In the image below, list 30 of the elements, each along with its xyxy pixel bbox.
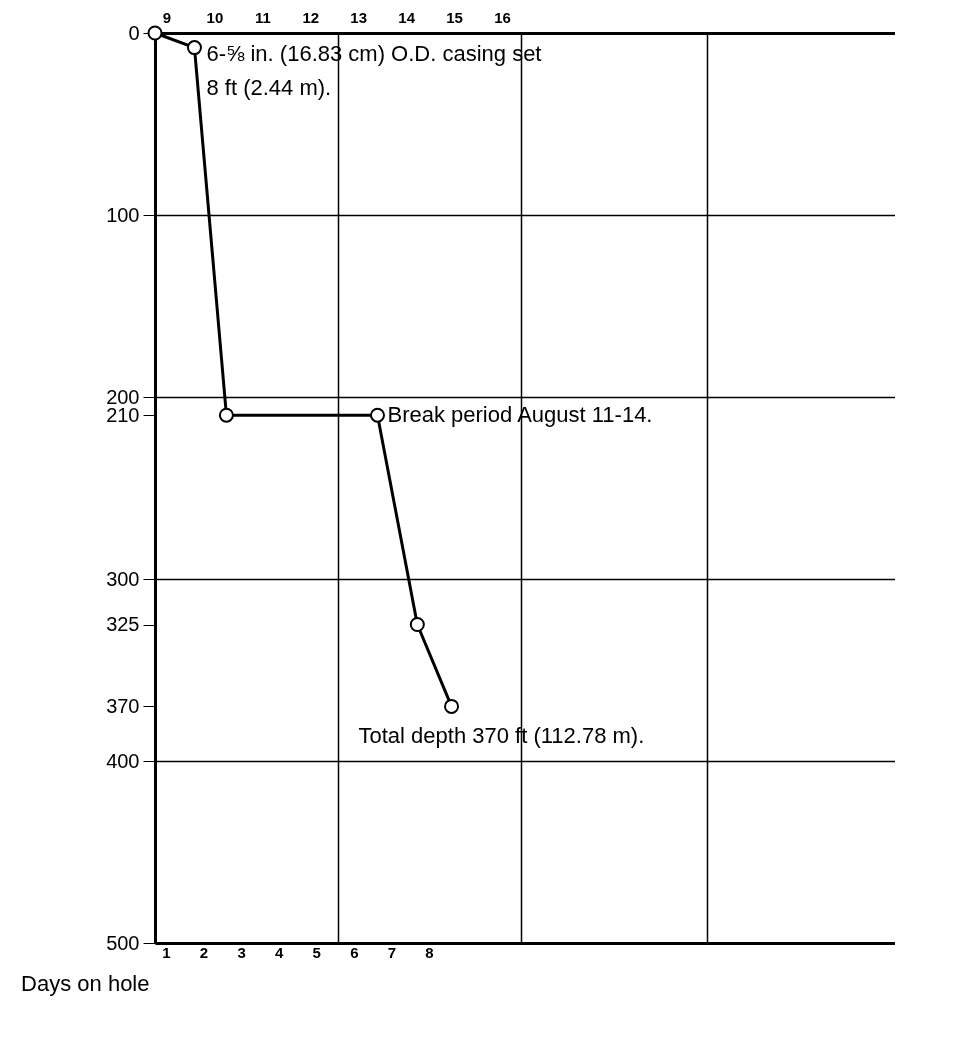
- x-tick-label: 1: [162, 943, 171, 961]
- x-tick-label: 3: [237, 943, 246, 961]
- point: [369, 407, 386, 423]
- x-tick-label: 2: [199, 943, 209, 961]
- x-tick-label: 4: [274, 943, 284, 961]
- y-tick-label: 400: [106, 749, 140, 772]
- y-tick-label: 500: [106, 931, 140, 954]
- y-tick-label: 325: [106, 613, 140, 635]
- y-tick-label: 300: [106, 567, 140, 590]
- x2-tick-label: 10: [206, 8, 224, 26]
- y-tick-label: 100: [106, 203, 140, 226]
- point: [218, 407, 234, 423]
- point: [186, 40, 202, 56]
- x2-tick-label: 15: [446, 8, 463, 26]
- y-tick-label: 370: [106, 694, 140, 717]
- point: [409, 616, 425, 633]
- point: [444, 698, 460, 714]
- x2-tick-label: 12: [302, 8, 320, 26]
- y-tick-label: 0: [128, 21, 140, 44]
- x2-tick-label: 13: [350, 8, 368, 26]
- point: [147, 25, 163, 41]
- x-tick-label: 5: [312, 943, 321, 961]
- x2-tick-label: 14: [398, 8, 416, 26]
- x-tick-label: 8: [425, 943, 434, 961]
- x-tick-label: 7: [387, 943, 397, 961]
- x-tick-label: 6: [350, 943, 359, 961]
- x2-tick-label: 11: [254, 8, 271, 26]
- x-axis-title: Days on hole: [21, 970, 150, 996]
- x2-tick-label: 9: [162, 8, 172, 26]
- x2-tick-label: 16: [494, 8, 511, 26]
